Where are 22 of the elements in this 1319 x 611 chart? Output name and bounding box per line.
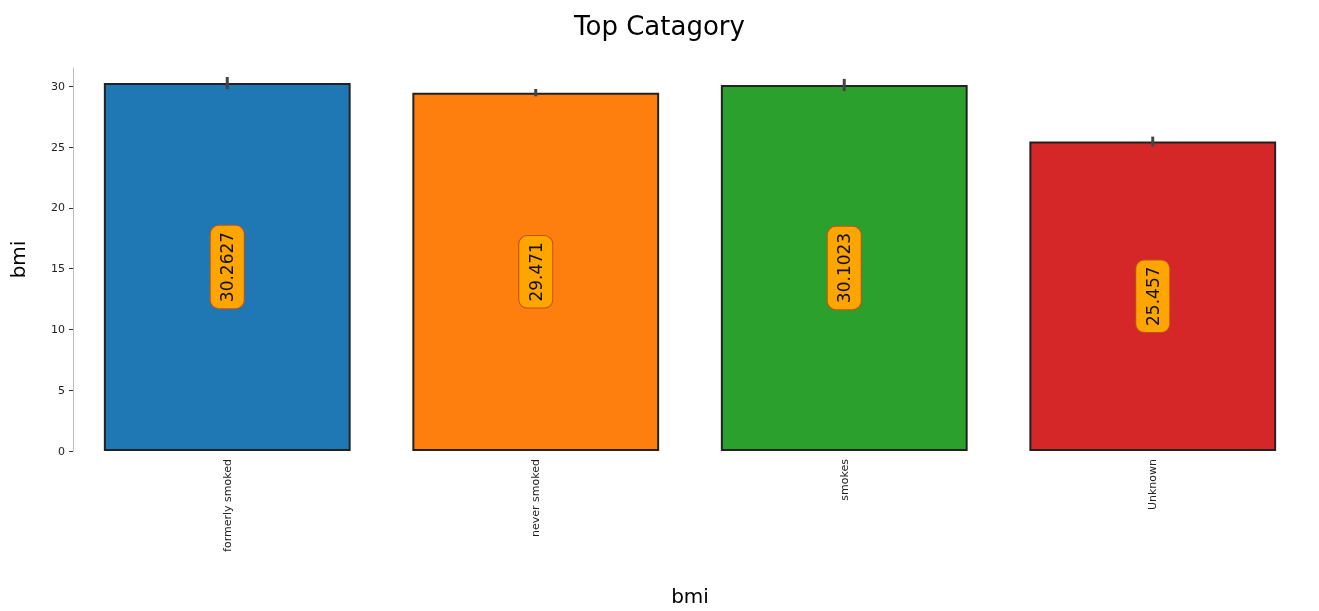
data-label: 29.471 <box>525 242 546 302</box>
chart-title: Top Catagory <box>573 11 745 41</box>
y-tick-label: 25 <box>51 140 65 154</box>
data-label: 30.1023 <box>834 232 855 304</box>
bar <box>103 83 351 451</box>
y-tick-label: 20 <box>51 201 65 215</box>
x-axis-title: bmi <box>671 584 709 608</box>
y-axis-title: bmi <box>6 240 30 279</box>
y-tick-label: 30 <box>51 79 65 93</box>
bar <box>1029 141 1277 451</box>
x-tick-label: Unknown <box>1146 458 1160 511</box>
y-tick-label: 5 <box>58 383 65 397</box>
x-tick-label: never smoked <box>529 459 543 537</box>
y-tick-label: 0 <box>58 444 65 458</box>
x-tick-label: smokes <box>837 458 851 501</box>
bar <box>412 92 660 451</box>
y-tick-label: 15 <box>51 262 65 276</box>
y-tick-label: 10 <box>51 322 65 336</box>
x-tick-label: formerly smoked <box>220 459 234 552</box>
data-label: 30.2627 <box>217 231 238 303</box>
data-label: 25.457 <box>1142 266 1163 326</box>
bar <box>720 84 968 451</box>
